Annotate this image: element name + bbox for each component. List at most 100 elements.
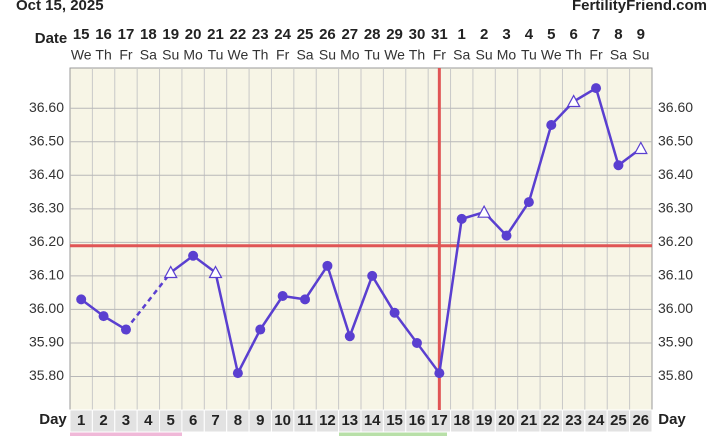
temperature-point xyxy=(389,307,400,318)
y-tick-label: 36.00 xyxy=(29,300,64,316)
date-label: 22 xyxy=(230,26,247,43)
weekday-label: We xyxy=(541,47,562,63)
weekday-label: Sa xyxy=(610,47,627,63)
y-tick-label: 36.20 xyxy=(29,233,64,249)
date-label: 8 xyxy=(614,26,622,43)
day-number: 5 xyxy=(167,412,175,429)
day-number: 22 xyxy=(543,412,560,429)
site-name: FertilityFriend.com xyxy=(572,0,707,14)
temperature-point xyxy=(300,294,311,305)
weekday-label: Su xyxy=(162,47,179,63)
date-label: 3 xyxy=(502,26,510,43)
date-label: 23 xyxy=(252,26,269,43)
temperature-point xyxy=(120,324,131,335)
day-number: 18 xyxy=(453,412,470,429)
day-number: 8 xyxy=(234,412,242,429)
temperature-point xyxy=(344,331,355,342)
y-tick-label: 36.10 xyxy=(29,267,64,283)
y-tick-label: 35.90 xyxy=(29,334,64,350)
y-tick-label: 35.80 xyxy=(29,367,64,383)
date-label: 15 xyxy=(73,26,90,43)
y-tick-label: 35.80 xyxy=(658,367,693,383)
date-label: Date xyxy=(35,30,68,47)
weekday-label: Tu xyxy=(364,47,380,63)
weekday-label: Fr xyxy=(589,47,603,63)
day-number: 12 xyxy=(319,412,336,429)
day-number: 10 xyxy=(274,412,291,429)
date-label: 2 xyxy=(480,26,488,43)
weekday-label: Th xyxy=(409,47,425,63)
weekday-label: Sa xyxy=(453,47,470,63)
weekday-label: We xyxy=(228,47,249,63)
date-label: 27 xyxy=(341,26,358,43)
weekday-label: Mo xyxy=(340,47,360,63)
day-number: 2 xyxy=(99,412,107,429)
y-tick-label: 36.40 xyxy=(29,166,64,182)
y-tick-label: 36.60 xyxy=(29,99,64,115)
date-label: 4 xyxy=(525,26,534,43)
day-number: 16 xyxy=(409,412,426,429)
temperature-point xyxy=(523,197,534,208)
weekday-label: Fr xyxy=(276,47,290,63)
weekday-label: Sa xyxy=(140,47,157,63)
y-tick-label: 36.00 xyxy=(658,300,693,316)
day-number: 9 xyxy=(256,412,264,429)
temperature-point xyxy=(76,294,87,305)
temperature-point xyxy=(277,291,288,301)
day-number: 7 xyxy=(211,412,219,429)
date-label: 7 xyxy=(592,26,600,43)
y-tick-label: 36.50 xyxy=(658,132,693,148)
day-number: 1 xyxy=(77,412,85,429)
weekday-label: Tu xyxy=(208,47,224,63)
weekday-label: Sa xyxy=(296,47,313,63)
weekday-label: Su xyxy=(632,47,649,63)
temperature-point xyxy=(208,265,223,279)
weekday-label: Mo xyxy=(497,47,517,63)
weekday-label: Su xyxy=(319,47,336,63)
day-label: Day xyxy=(658,411,686,428)
temperature-point xyxy=(255,324,266,335)
date-label: 17 xyxy=(118,26,135,43)
weekday-label: Mo xyxy=(183,47,203,63)
chart-date: Oct 15, 2025 xyxy=(16,0,104,14)
day-number: 17 xyxy=(431,412,448,429)
y-tick-label: 36.30 xyxy=(658,200,693,216)
day-number: 3 xyxy=(122,412,130,429)
weekday-label: Th xyxy=(565,47,581,63)
date-label: 31 xyxy=(431,26,448,43)
date-label: 20 xyxy=(185,26,202,43)
day-number: 21 xyxy=(521,412,538,429)
y-tick-label: 36.10 xyxy=(658,267,693,283)
temperature-point xyxy=(456,213,467,224)
day-number: 15 xyxy=(386,412,403,429)
weekday-label: Th xyxy=(252,47,268,63)
day-number: 6 xyxy=(189,412,197,429)
temperature-point xyxy=(232,368,243,379)
temperature-point xyxy=(367,270,378,281)
day-number: 13 xyxy=(341,412,358,429)
y-tick-label: 36.20 xyxy=(658,233,693,249)
weekday-label: Fr xyxy=(433,47,447,63)
date-label: 9 xyxy=(637,26,645,43)
temperature-point xyxy=(411,337,422,348)
weekday-label: Tu xyxy=(521,47,537,63)
day-number: 26 xyxy=(632,412,649,429)
temperature-point xyxy=(477,204,492,218)
date-label: 30 xyxy=(409,26,426,43)
y-tick-label: 36.40 xyxy=(658,166,693,182)
date-label: 19 xyxy=(162,26,179,43)
temperature-point xyxy=(546,120,557,130)
weekday-label: Su xyxy=(476,47,493,63)
temperature-point xyxy=(566,94,581,108)
day-number: 19 xyxy=(476,412,493,429)
date-label: 25 xyxy=(297,26,314,43)
temperature-point xyxy=(501,230,512,241)
date-label: 26 xyxy=(319,26,336,43)
day-number: 20 xyxy=(498,412,515,429)
date-label: 1 xyxy=(458,26,466,43)
day-number: 25 xyxy=(610,412,627,429)
date-label: 5 xyxy=(547,26,555,43)
date-label: 16 xyxy=(95,26,112,43)
